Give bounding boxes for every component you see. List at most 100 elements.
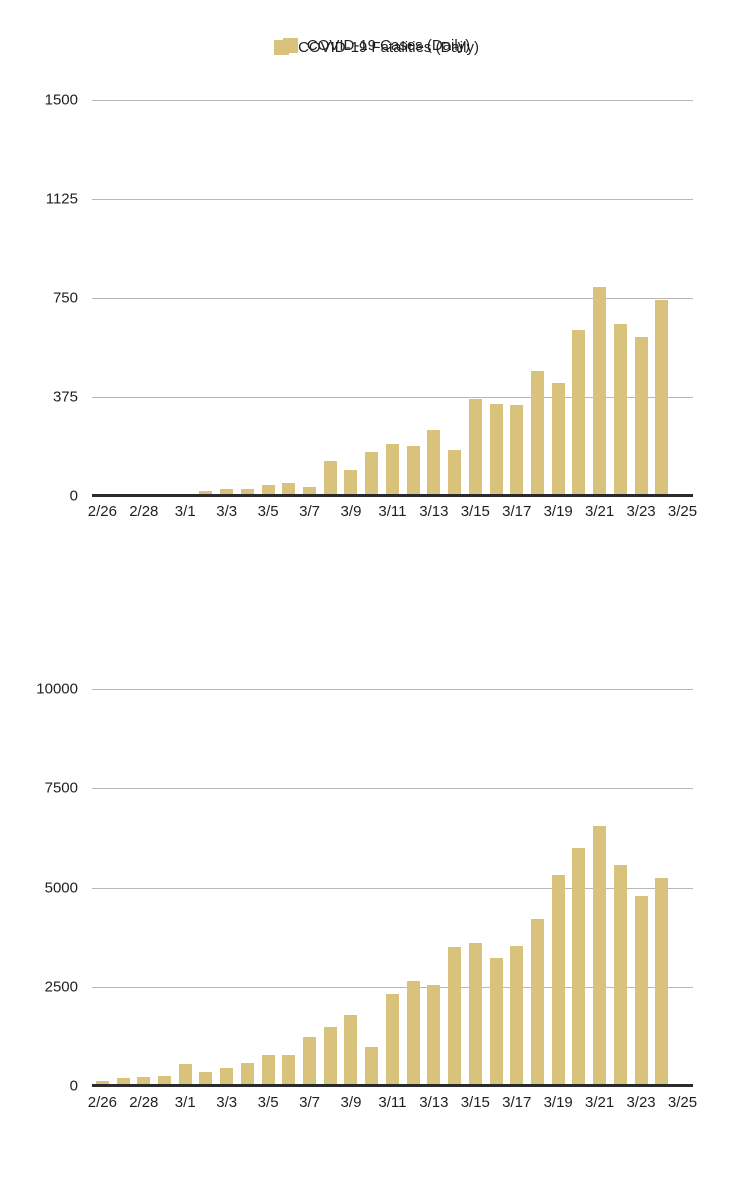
bar	[344, 470, 358, 496]
bar-slot	[651, 100, 672, 496]
x-tick-label: 3/1	[174, 503, 196, 520]
bar	[323, 460, 337, 496]
bar-slot	[569, 100, 590, 496]
bar	[365, 451, 379, 496]
bar	[385, 444, 399, 496]
bar-slot	[361, 100, 382, 496]
bar	[572, 330, 586, 496]
bar-slot	[320, 689, 341, 1086]
x-tick-label: 3/13	[419, 1094, 449, 1111]
x-tick-label: 3/11	[378, 503, 407, 520]
x-axis-labels: 2/26 2/28 3/1 3/3 3/5 3/7 3/9 3/11 3/13 3/15 3/17 3…	[88, 1094, 697, 1114]
x-tick-label: 3/5	[257, 503, 279, 520]
bar-slot	[133, 689, 154, 1086]
bar-slot	[361, 689, 382, 1086]
bar-slot	[424, 100, 445, 496]
x-tick-label: 3/21	[585, 503, 615, 520]
x-tick-slot: 2/26	[88, 503, 117, 523]
bar-slot	[631, 100, 652, 496]
gridline	[92, 199, 693, 200]
x-tick-slot	[154, 503, 175, 523]
bar-slot	[258, 689, 279, 1086]
bar-slot	[113, 100, 134, 496]
x-tick-slot: 3/15	[461, 503, 490, 523]
bar-slot	[631, 689, 652, 1086]
x-tick-slot: 3/21	[585, 503, 614, 523]
x-axis-labels: 2/26 2/28 3/1 3/3 3/5 3/7 3/9 3/11 3/13 3/15 3/17 3…	[88, 503, 697, 523]
x-tick-slot	[278, 503, 299, 523]
bar	[510, 946, 524, 1086]
bar-slot	[424, 689, 445, 1086]
x-tick-label: 3/7	[299, 1094, 320, 1111]
bar-slot	[113, 689, 134, 1086]
x-tick-slot: 3/5	[258, 1094, 279, 1114]
x-tick-slot: 3/1	[175, 503, 196, 523]
bar	[489, 403, 503, 496]
x-tick-label: 3/7	[299, 503, 320, 520]
bar	[572, 848, 586, 1086]
bar-slot	[672, 100, 693, 496]
bar-slot	[320, 100, 341, 496]
x-tick-slot: 2/28	[129, 503, 158, 523]
bars	[92, 100, 693, 496]
bar	[365, 1047, 379, 1086]
gridline	[92, 397, 693, 398]
legend-swatch	[282, 37, 298, 53]
bar-slot	[196, 689, 217, 1086]
y-tick-label: 1125	[45, 190, 78, 208]
bar	[220, 1067, 234, 1086]
x-tick-slot	[320, 1094, 341, 1114]
x-tick-slot	[237, 503, 258, 523]
bar	[137, 1076, 151, 1086]
bar	[199, 491, 213, 496]
plot-area	[92, 100, 693, 497]
bar-slot	[589, 689, 610, 1086]
x-tick-slot	[278, 1094, 299, 1114]
y-tick-label: 750	[52, 289, 78, 307]
x-tick-label: 3/23	[626, 1094, 656, 1111]
x-tick-slot: 3/13	[419, 1094, 448, 1114]
bar	[220, 488, 234, 496]
x-tick-slot	[320, 503, 341, 523]
legend-label: COVID-19 Fatalities (Daily)	[298, 38, 479, 56]
gridline	[92, 986, 693, 988]
bar	[240, 488, 254, 496]
x-tick-slot: 3/7	[299, 503, 320, 523]
bar-slot	[610, 689, 631, 1086]
y-tick-label: 7500	[44, 779, 78, 797]
gridline	[92, 887, 693, 889]
bar-slot	[237, 689, 258, 1086]
bar-slot	[133, 100, 154, 496]
x-tick-label: 2/28	[129, 1094, 159, 1111]
bar	[261, 485, 275, 496]
x-tick-slot	[237, 1094, 258, 1114]
x-tick-label: 3/25	[667, 1094, 698, 1111]
x-tick-label: 3/1	[174, 1094, 196, 1111]
x-tick-slot: 3/23	[626, 503, 655, 523]
bar-slot	[589, 100, 610, 496]
bar-slot	[258, 100, 279, 496]
x-tick-label: 3/9	[340, 503, 362, 520]
x-tick-slot: 2/26	[88, 1094, 117, 1114]
bar	[385, 994, 399, 1086]
bar-slot	[154, 100, 175, 496]
bar	[593, 286, 607, 496]
bar-slot	[486, 689, 507, 1086]
x-tick-slot: 3/5	[258, 503, 279, 523]
x-tick-label: 3/13	[419, 503, 449, 520]
bar	[116, 1077, 130, 1086]
y-tick-label: 10000	[36, 680, 78, 698]
bar	[468, 943, 482, 1086]
bar-slot	[610, 100, 631, 496]
bar-slot	[175, 689, 196, 1086]
x-tick-label: 3/15	[460, 503, 490, 520]
bar-slot	[548, 689, 569, 1086]
bar	[178, 1063, 192, 1086]
bar	[427, 430, 441, 496]
bar	[655, 299, 669, 496]
x-tick-slot: 3/15	[461, 1094, 490, 1114]
bar-slot	[92, 100, 113, 496]
x-tick-slot: 3/19	[544, 1094, 573, 1114]
bar	[510, 404, 524, 496]
x-tick-slot: 3/3	[216, 503, 237, 523]
